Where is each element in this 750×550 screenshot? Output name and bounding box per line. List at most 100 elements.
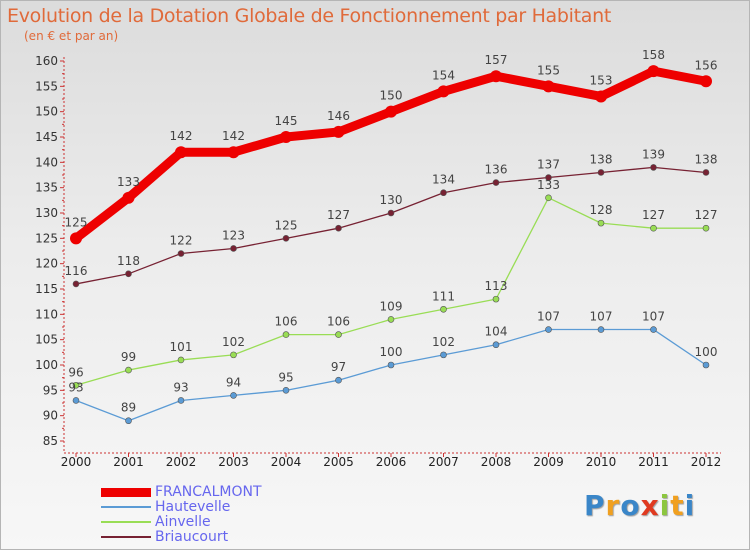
data-label-briaucourt: 123: [222, 228, 245, 242]
data-point-francalmont: [280, 131, 292, 143]
data-point-briaucourt: [282, 235, 290, 242]
data-label-ainvelle: 111: [432, 289, 455, 303]
data-point-hautevelle: [282, 387, 290, 394]
logo-letter: i: [684, 489, 696, 522]
legend-swatch: [101, 536, 151, 538]
data-point-francalmont: [385, 105, 397, 118]
x-tick-label: 2010: [586, 455, 617, 469]
data-point-ainvelle: [125, 366, 132, 374]
data-label-francalmont: 150: [380, 89, 403, 103]
y-tick-label: 85: [43, 434, 58, 448]
data-point-francalmont: [595, 90, 607, 103]
data-label-hautevelle: 107: [590, 310, 613, 324]
y-tick-label: 155: [35, 79, 58, 93]
data-label-francalmont: 142: [170, 129, 193, 143]
data-point-hautevelle: [177, 397, 185, 404]
chart-title: Evolution de la Dotation Globale de Fonc…: [7, 5, 612, 27]
data-point-hautevelle: [440, 351, 447, 359]
data-label-ainvelle: 99: [121, 350, 136, 364]
x-tick-label: 2005: [323, 455, 354, 469]
data-label-briaucourt: 122: [170, 234, 193, 248]
data-point-francalmont: [647, 65, 660, 78]
data-label-ainvelle: 96: [68, 365, 83, 379]
data-point-francalmont: [490, 70, 502, 83]
data-label-francalmont: 157: [485, 53, 508, 67]
data-label-ainvelle: 127: [695, 208, 718, 222]
x-tick-label: 2001: [113, 455, 144, 469]
data-label-francalmont: 153: [590, 73, 613, 87]
y-tick-label: 110: [35, 307, 58, 321]
data-point-hautevelle: [335, 376, 342, 384]
data-point-hautevelle: [125, 417, 132, 425]
data-label-briaucourt: 136: [485, 163, 508, 177]
data-label-briaucourt: 138: [590, 152, 613, 166]
data-point-briaucourt: [230, 245, 237, 252]
data-point-briaucourt: [387, 209, 395, 217]
x-tick-label: 2009: [533, 455, 564, 469]
legend-label: Briaucourt: [155, 529, 229, 545]
data-point-briaucourt: [545, 174, 552, 181]
data-label-francalmont: 146: [327, 109, 350, 123]
logo-letter: i: [659, 489, 671, 522]
data-label-francalmont: 156: [695, 58, 718, 72]
y-tick-label: 140: [35, 155, 58, 169]
data-label-hautevelle: 102: [432, 335, 455, 349]
data-label-francalmont: 125: [65, 215, 88, 229]
data-label-francalmont: 142: [222, 129, 245, 143]
data-point-briaucourt: [335, 224, 342, 232]
data-labels: 93 89 93 94 95 97 100 102 104 107 107 107 100 96 99 101…: [65, 48, 718, 415]
y-tick-label: 125: [35, 231, 58, 245]
legend-label: FRANCALMONT: [155, 484, 262, 500]
x-tick-label: 2002: [166, 455, 197, 469]
data-label-francalmont: 158: [642, 48, 665, 62]
data-point-ainvelle: [597, 219, 605, 227]
data-label-ainvelle: 109: [380, 299, 403, 313]
data-point-hautevelle: [702, 361, 710, 369]
data-point-ainvelle: [177, 356, 185, 364]
data-label-hautevelle: 93: [68, 380, 83, 394]
legend-swatch: [101, 506, 151, 508]
data-point-ainvelle: [545, 194, 552, 202]
y-tick-label: 90: [43, 409, 58, 423]
y-tick-label: 135: [35, 181, 58, 195]
data-point-briaucourt: [72, 280, 80, 288]
data-point-ainvelle: [230, 351, 237, 359]
data-label-briaucourt: 139: [642, 147, 665, 161]
legend-label: Hautevelle: [155, 499, 231, 515]
x-tick-label: 2000: [61, 455, 92, 469]
y-tick-label: 150: [35, 105, 58, 119]
data-point-briaucourt: [177, 250, 185, 257]
data-point-hautevelle: [230, 392, 237, 399]
data-label-briaucourt: 118: [117, 254, 140, 268]
x-tick-label: 2003: [218, 455, 249, 469]
data-label-francalmont: 154: [432, 68, 455, 82]
data-label-francalmont: 155: [537, 63, 560, 77]
data-point-ainvelle: [650, 224, 657, 232]
data-label-briaucourt: 137: [537, 158, 560, 172]
data-label-ainvelle: 106: [327, 315, 350, 329]
data-label-hautevelle: 94: [226, 375, 241, 389]
data-point-hautevelle: [597, 326, 605, 333]
data-label-ainvelle: 113: [485, 279, 508, 293]
x-tick-label: 2012: [691, 455, 722, 469]
data-label-hautevelle: 107: [537, 310, 560, 324]
data-point-francalmont: [175, 146, 187, 159]
y-tick-label: 115: [35, 282, 58, 296]
y-tick-label: 145: [35, 130, 58, 144]
data-point-hautevelle: [650, 326, 657, 333]
data-point-francalmont: [332, 125, 345, 138]
data-point-hautevelle: [72, 397, 80, 404]
data-label-ainvelle: 106: [275, 315, 298, 329]
y-tick-label: 100: [35, 358, 58, 372]
logo-letter: t: [670, 489, 685, 522]
data-point-francalmont: [122, 191, 135, 204]
logo-letter: P: [584, 489, 606, 522]
y-tick-label: 105: [35, 333, 58, 347]
data-point-francalmont: [227, 146, 240, 159]
data-label-briaucourt: 125: [275, 218, 298, 232]
data-point-briaucourt: [650, 164, 657, 171]
data-label-hautevelle: 89: [121, 401, 136, 415]
legend-label: Ainvelle: [155, 514, 211, 530]
axes: 85 90 95 100 105 110 115 120 125 130 135 140 145 150 1…: [35, 54, 721, 469]
